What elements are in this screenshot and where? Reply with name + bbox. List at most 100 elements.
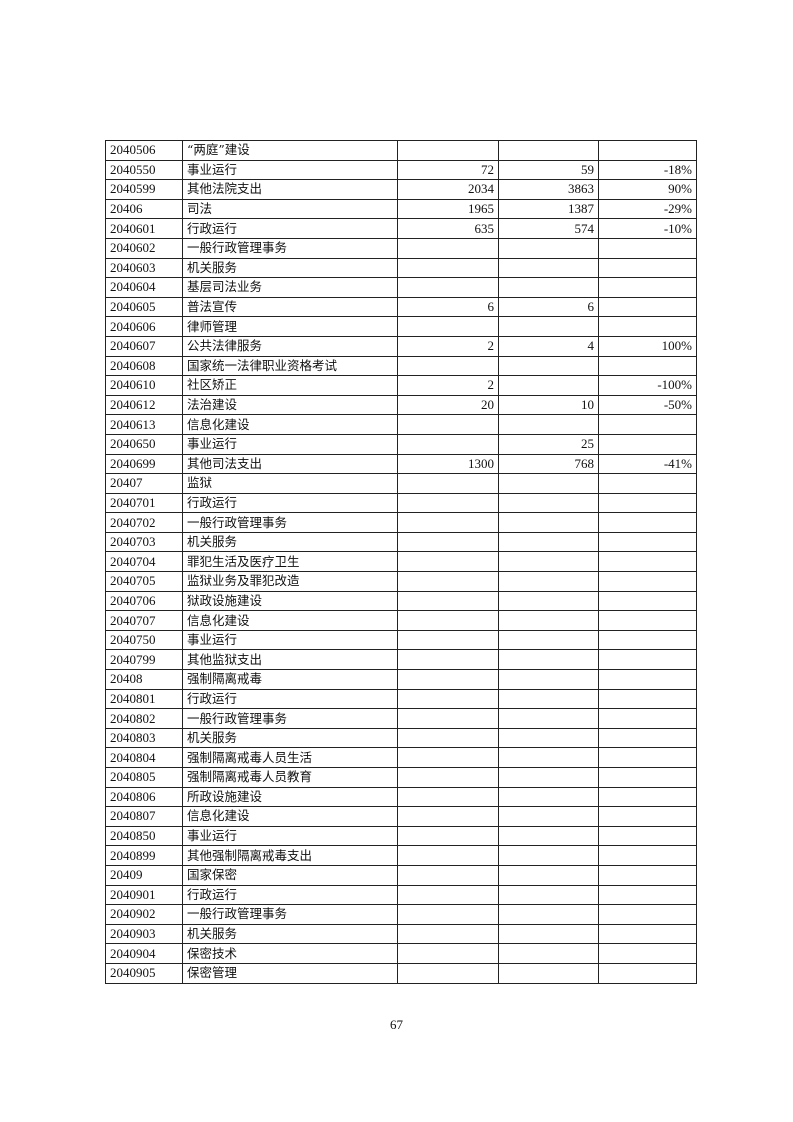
value-cell-1 [397, 884, 499, 906]
value-cell-2 [498, 727, 599, 749]
name-cell: 强制隔离戒毒人员生活 [182, 747, 398, 768]
change-cell [598, 904, 697, 925]
table-row: 2040803 机关服务 [105, 727, 697, 749]
value-cell-1 [397, 140, 499, 161]
name-cell: 国家统一法律职业资格考试 [182, 355, 398, 377]
change-cell [598, 669, 697, 690]
name-cell: 行政运行 [182, 492, 398, 514]
value-cell-1 [397, 629, 499, 651]
value-cell-2 [498, 551, 599, 573]
change-cell [598, 551, 697, 573]
code-cell: 2040804 [105, 747, 183, 768]
value-cell-1: 20 [397, 394, 499, 416]
table-row: 20408 强制隔离戒毒 [105, 669, 697, 690]
name-cell: 其他监狱支出 [182, 649, 398, 671]
value-cell-1 [397, 962, 499, 984]
code-cell: 2040707 [105, 610, 183, 631]
table-row: 2040802 一般行政管理事务 [105, 708, 697, 729]
change-cell [598, 355, 697, 377]
name-cell: “两庭”建设 [182, 140, 398, 161]
value-cell-2: 6 [498, 296, 599, 318]
name-cell: 罪犯生活及医疗卫生 [182, 551, 398, 573]
budget-table: 2040506 “两庭”建设 2040550 事业运行 72 59 -18% 2040599 其… [105, 140, 697, 984]
table-row: 2040603 机关服务 [105, 257, 697, 279]
code-cell: 2040605 [105, 296, 183, 318]
name-cell: 其他司法支出 [182, 453, 398, 475]
code-cell: 2040904 [105, 943, 183, 964]
value-cell-1 [397, 512, 499, 533]
change-cell [598, 747, 697, 768]
table-row: 2040901 行政运行 [105, 884, 697, 906]
change-cell [598, 492, 697, 514]
code-cell: 2040610 [105, 375, 183, 396]
table-row: 2040607 公共法律服务 2 4 100% [105, 335, 697, 357]
name-cell: 其他法院支出 [182, 179, 398, 200]
value-cell-1 [397, 277, 499, 298]
table-row: 2040506 “两庭”建设 [105, 140, 697, 161]
value-cell-2 [498, 571, 599, 592]
value-cell-2 [498, 806, 599, 827]
value-cell-2 [498, 355, 599, 377]
name-cell: 事业运行 [182, 629, 398, 651]
code-cell: 2040706 [105, 590, 183, 612]
table-row: 2040904 保密技术 [105, 943, 697, 964]
code-cell: 2040799 [105, 649, 183, 671]
value-cell-2 [498, 610, 599, 631]
change-cell [598, 688, 697, 710]
value-cell-2 [498, 962, 599, 984]
change-cell [598, 884, 697, 906]
change-cell [598, 433, 697, 455]
value-cell-2: 768 [498, 453, 599, 475]
value-cell-1 [397, 923, 499, 945]
value-cell-2 [498, 649, 599, 671]
value-cell-1 [397, 845, 499, 866]
code-cell: 2040805 [105, 767, 183, 788]
value-cell-1 [397, 806, 499, 827]
page-number: 67 [390, 1017, 403, 1032]
table-row: 2040604 基层司法业务 [105, 277, 697, 298]
name-cell: 国家保密 [182, 864, 398, 886]
code-cell: 20408 [105, 669, 183, 690]
code-cell: 2040801 [105, 688, 183, 710]
value-cell-2 [498, 629, 599, 651]
change-cell [598, 473, 697, 494]
table-row: 2040699 其他司法支出 1300 768 -41% [105, 453, 697, 475]
code-cell: 2040613 [105, 414, 183, 435]
code-cell: 2040802 [105, 708, 183, 729]
table-row: 2040801 行政运行 [105, 688, 697, 710]
value-cell-1 [397, 492, 499, 514]
change-cell [598, 806, 697, 827]
table-row: 2040807 信息化建设 [105, 806, 697, 827]
value-cell-1 [397, 943, 499, 964]
value-cell-2 [498, 492, 599, 514]
name-cell: 强制隔离戒毒人员教育 [182, 767, 398, 788]
table-row: 2040899 其他强制隔离戒毒支出 [105, 845, 697, 866]
value-cell-1 [397, 473, 499, 494]
code-cell: 2040607 [105, 335, 183, 357]
name-cell: 信息化建设 [182, 806, 398, 827]
table-row: 2040701 行政运行 [105, 492, 697, 514]
name-cell: 一般行政管理事务 [182, 708, 398, 729]
table-row: 20406 司法 1965 1387 -29% [105, 198, 697, 220]
change-cell [598, 257, 697, 279]
code-cell: 2040612 [105, 394, 183, 416]
change-cell: -29% [598, 198, 697, 220]
table-row: 2040601 行政运行 635 574 -10% [105, 218, 697, 239]
change-cell [598, 708, 697, 729]
value-cell-2: 25 [498, 433, 599, 455]
table-row: 2040750 事业运行 [105, 629, 697, 651]
value-cell-2: 4 [498, 335, 599, 357]
table-row: 2040602 一般行政管理事务 [105, 237, 697, 259]
value-cell-1 [397, 590, 499, 612]
name-cell: 保密管理 [182, 962, 398, 984]
value-cell-1 [397, 433, 499, 455]
table-row: 2040706 狱政设施建设 [105, 590, 697, 612]
value-cell-1: 2 [397, 375, 499, 396]
table-row: 20409 国家保密 [105, 864, 697, 886]
change-cell: -18% [598, 159, 697, 181]
code-cell: 2040899 [105, 845, 183, 866]
code-cell: 2040603 [105, 257, 183, 279]
change-cell [598, 296, 697, 318]
code-cell: 2040599 [105, 179, 183, 200]
value-cell-1 [397, 571, 499, 592]
